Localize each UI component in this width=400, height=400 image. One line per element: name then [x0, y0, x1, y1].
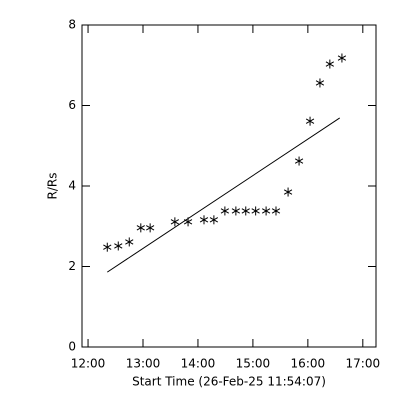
x-tick-label: 16:00: [291, 357, 326, 371]
asterisk-marker: [231, 206, 241, 216]
asterisk-stroke: [294, 158, 304, 164]
asterisk-marker: [305, 116, 315, 126]
asterisk-stroke: [170, 219, 180, 225]
asterisk-stroke: [337, 55, 347, 61]
x-tick-label: 13:00: [126, 357, 161, 371]
asterisk-marker: [325, 59, 334, 69]
asterisk-marker: [103, 242, 112, 252]
asterisk-marker: [337, 53, 347, 63]
asterisk-marker: [251, 206, 260, 216]
asterisk-marker: [283, 187, 293, 197]
x-axis-label: Start Time (26-Feb-25 11:54:07): [132, 375, 326, 389]
x-tick-label: 14:00: [181, 357, 216, 371]
asterisk-stroke: [209, 217, 219, 223]
asterisk-marker: [145, 223, 155, 233]
y-tick-label: 8: [68, 18, 76, 32]
asterisk-marker: [241, 206, 250, 216]
asterisk-stroke: [103, 244, 112, 250]
asterisk-marker: [125, 237, 134, 247]
asterisk-stroke: [114, 243, 123, 249]
asterisk-stroke: [283, 189, 293, 195]
y-tick-label: 0: [68, 340, 76, 354]
asterisk-marker: [199, 215, 209, 225]
asterisk-stroke: [305, 118, 315, 124]
plot-frame: [81, 24, 377, 348]
asterisk-stroke: [251, 208, 260, 214]
asterisk-marker: [170, 217, 180, 227]
asterisk-marker: [294, 156, 304, 166]
asterisk-marker: [136, 223, 145, 233]
asterisk-marker: [220, 206, 230, 216]
asterisk-stroke: [136, 225, 145, 231]
asterisk-stroke: [145, 225, 155, 231]
x-tick-label: 17:00: [346, 357, 381, 371]
asterisk-stroke: [241, 208, 250, 214]
asterisk-stroke: [261, 208, 271, 214]
asterisk-stroke: [231, 208, 241, 214]
asterisk-stroke: [199, 217, 209, 223]
y-axis-label: R/Rs: [46, 173, 60, 200]
asterisk-marker: [261, 206, 271, 216]
asterisk-stroke: [315, 80, 325, 86]
asterisk-marker: [114, 241, 123, 251]
y-tick-label: 2: [68, 259, 76, 273]
x-tick-label: 15:00: [236, 357, 271, 371]
asterisk-stroke: [220, 208, 230, 214]
y-tick-label: 6: [68, 98, 76, 112]
fit-line: [107, 117, 341, 273]
asterisk-marker: [271, 206, 281, 216]
asterisk-marker: [315, 78, 325, 88]
asterisk-marker: [209, 215, 219, 225]
y-tick-label: 4: [68, 179, 76, 193]
asterisk-stroke: [325, 61, 334, 67]
asterisk-stroke: [125, 239, 134, 245]
asterisk-stroke: [271, 208, 281, 214]
x-tick-label: 12:00: [71, 357, 106, 371]
